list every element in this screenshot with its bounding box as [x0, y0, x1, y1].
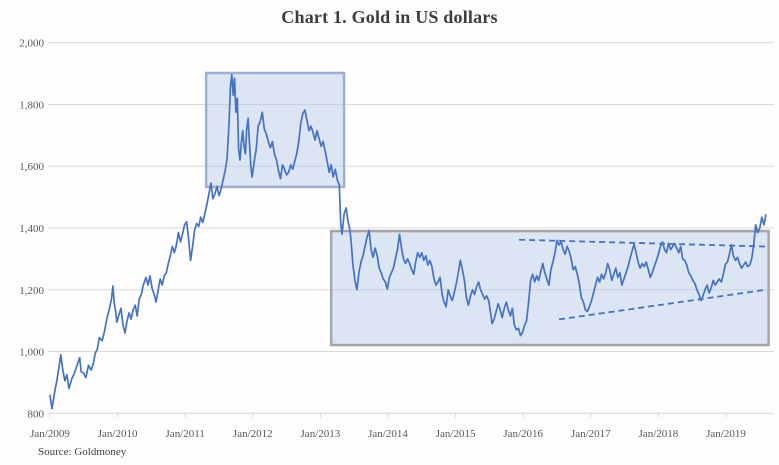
y-axis-tick-label: 1,400	[19, 223, 44, 235]
x-axis-tick-label: Jan/2015	[436, 428, 476, 440]
y-axis-tick-label: 2,000	[19, 38, 44, 50]
x-axis-tick-label: Jan/2016	[503, 428, 543, 440]
annotation-box	[204, 71, 346, 189]
y-axis-tick-label: 1,600	[19, 161, 44, 173]
x-axis-tick-label: Jan/2017	[571, 428, 611, 440]
annotation-box	[329, 229, 770, 347]
gold-price-series-line	[49, 73, 767, 410]
x-axis-tick-label: Jan/2018	[639, 428, 679, 440]
x-axis-tick-label: Jan/2011	[166, 428, 205, 440]
x-axis-tick-label: Jan/2014	[368, 428, 408, 440]
y-axis-tick-label: 1,000	[19, 347, 44, 359]
y-axis-tick-label: 1,800	[19, 99, 44, 111]
x-axis-tick-label: Jan/2019	[706, 428, 746, 440]
source-caption: Source: Goldmoney	[38, 446, 127, 458]
x-axis-tick-label: Jan/2009	[30, 428, 70, 440]
x-axis-tick-label: Jan/2012	[233, 428, 273, 440]
x-axis-tick-label: Jan/2010	[98, 428, 138, 440]
dashed-trendline	[558, 288, 767, 321]
y-axis-tick-label: 800	[28, 408, 45, 420]
dashed-trendline	[519, 238, 766, 248]
y-axis-tick-label: 1,200	[19, 285, 44, 297]
x-axis-tick-label: Jan/2013	[301, 428, 341, 440]
chart-title: Chart 1. Gold in US dollars	[281, 7, 498, 27]
